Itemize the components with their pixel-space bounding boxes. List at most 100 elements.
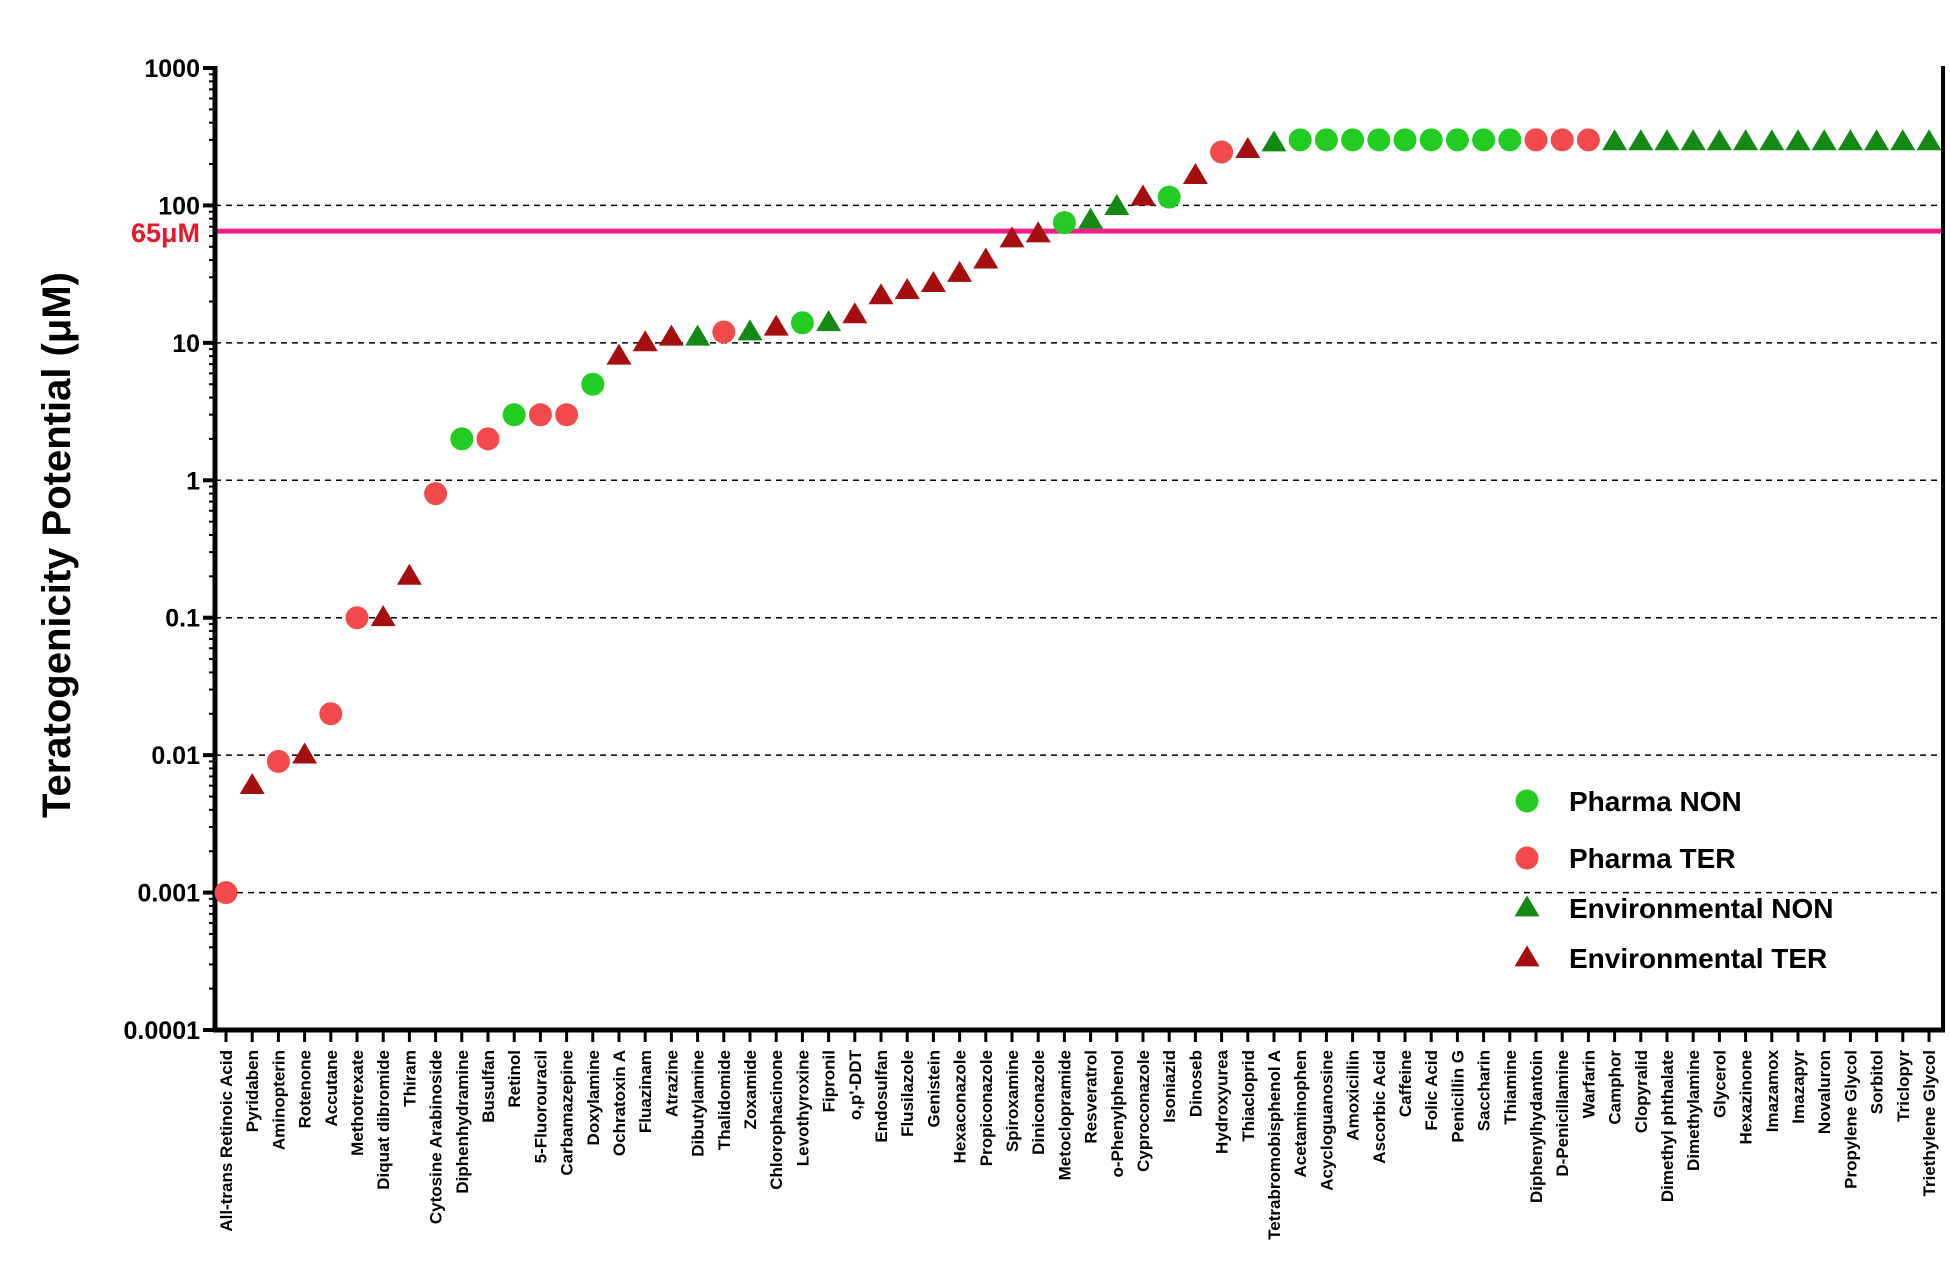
x-category-label: Endosulfan <box>872 1050 891 1143</box>
legend-label: Environmental NON <box>1569 893 1833 924</box>
data-point-circle <box>555 403 579 427</box>
x-category-label: Resveratrol <box>1082 1050 1101 1144</box>
x-category-label: Thiram <box>400 1050 419 1107</box>
data-point-circle <box>1498 128 1522 152</box>
x-category-label: Spiroxamine <box>1003 1050 1022 1152</box>
data-point-triangle <box>1654 129 1680 151</box>
data-point-circle <box>712 320 736 344</box>
x-category-label: Folic Acid <box>1422 1050 1441 1131</box>
x-category-label: Imazapyr <box>1789 1050 1808 1124</box>
x-category-label: o,p'-DDT <box>846 1049 865 1120</box>
x-category-label: 5-Fluorouracil <box>531 1050 550 1163</box>
x-category-label: Chlorophacinone <box>767 1050 786 1190</box>
x-category-label: Sorbitol <box>1868 1050 1887 1114</box>
data-points <box>214 128 1942 905</box>
x-category-label: Thiamine <box>1501 1050 1520 1125</box>
reference-line-label: 65μM <box>131 218 200 248</box>
data-point-circle <box>1550 128 1574 152</box>
x-category-label: Saccharin <box>1475 1050 1494 1131</box>
data-point-triangle <box>1706 129 1732 151</box>
legend-label: Environmental TER <box>1569 943 1827 974</box>
data-point-triangle <box>842 302 868 324</box>
data-point-triangle <box>1235 136 1261 158</box>
y-tick-label: 1000 <box>144 55 200 83</box>
data-point-circle <box>1288 128 1312 152</box>
legend-label: Pharma TER <box>1569 843 1736 874</box>
data-point-triangle <box>999 226 1025 248</box>
y-tick-label: 1 <box>186 467 200 495</box>
x-category-label: Novaluron <box>1815 1050 1834 1134</box>
data-point-circle <box>1314 128 1338 152</box>
data-point-circle <box>528 403 552 427</box>
x-category-label: Triclopyr <box>1894 1050 1913 1122</box>
data-point-triangle <box>947 260 973 282</box>
data-point-triangle <box>1182 162 1208 184</box>
y-tick-label: 10 <box>172 330 200 358</box>
x-category-label: Aminopterin <box>269 1050 288 1150</box>
data-point-circle <box>790 311 814 335</box>
data-point-triangle <box>606 343 632 365</box>
x-category-label: All-trans Retinoic Acid <box>217 1050 236 1232</box>
data-point-triangle <box>239 773 265 795</box>
x-category-label: Glycerol <box>1710 1050 1729 1118</box>
data-point-triangle <box>1025 221 1051 243</box>
data-point-triangle <box>1890 129 1916 151</box>
x-category-label: Retinol <box>505 1050 524 1108</box>
y-tick-label: 0.001 <box>137 880 200 908</box>
x-category-label: Caffeine <box>1396 1050 1415 1117</box>
x-category-label: Clopyralid <box>1632 1050 1651 1133</box>
x-category-label: Atrazine <box>662 1050 681 1117</box>
data-point-triangle <box>658 324 684 346</box>
legend-marker-circle <box>1515 789 1539 813</box>
data-point-triangle <box>1733 129 1759 151</box>
x-category-label: Warfarin <box>1579 1050 1598 1118</box>
data-point-triangle <box>370 605 396 627</box>
x-category-label: Tetrabromobisphenol A <box>1265 1050 1284 1240</box>
y-tick-label: 0.1 <box>165 605 200 633</box>
y-axis-title: Teratogenicity Potential (μM) <box>35 272 79 818</box>
legend: Pharma NON Pharma TER Environmental NON Env… <box>1514 786 1833 974</box>
x-category-label: Methotrexate <box>348 1050 367 1156</box>
x-category-label: Hexazinone <box>1737 1050 1756 1144</box>
y-tick-label: 0.01 <box>151 742 200 770</box>
data-point-triangle <box>816 310 842 332</box>
data-point-triangle <box>1680 129 1706 151</box>
x-category-label: Thalidomide <box>715 1050 734 1150</box>
data-point-circle <box>345 606 369 630</box>
legend-marker-triangle <box>1514 895 1540 917</box>
x-category-label: Doxylamine <box>584 1050 603 1145</box>
data-point-circle <box>424 482 448 506</box>
x-category-label: Diquat dibromide <box>374 1050 393 1190</box>
x-category-label: Flusilazole <box>898 1050 917 1137</box>
x-category-label: Fipronil <box>820 1050 839 1112</box>
x-category-label: Cyproconazole <box>1134 1050 1153 1172</box>
x-category-label: Ascorbic Acid <box>1370 1050 1389 1164</box>
x-category-label: Ochratoxin A <box>610 1050 629 1156</box>
x-category-label: Hexaconazole <box>951 1050 970 1163</box>
x-category-label: Thiacloprid <box>1239 1050 1258 1142</box>
x-category-label: Pyridaben <box>243 1050 262 1132</box>
x-category-label: Isoniazid <box>1160 1050 1179 1123</box>
data-point-circle <box>476 427 500 451</box>
data-point-circle <box>450 427 474 451</box>
data-point-circle <box>1052 211 1076 235</box>
legend-label: Pharma NON <box>1569 786 1742 817</box>
x-category-label: Propiconazole <box>977 1050 996 1166</box>
x-category-label: Imazamox <box>1763 1049 1782 1132</box>
data-point-triangle <box>737 319 763 341</box>
data-point-triangle <box>920 270 946 292</box>
x-category-label: Acetaminophen <box>1291 1050 1310 1178</box>
y-tick-label: 100 <box>158 192 200 220</box>
x-category-label: Propylene Glycol <box>1841 1050 1860 1189</box>
data-point-triangle <box>1785 129 1811 151</box>
x-category-label: Camphor <box>1606 1050 1625 1125</box>
x-category-label: Carbamazepine <box>558 1050 577 1176</box>
data-point-triangle <box>1864 129 1890 151</box>
x-category-label: Fluazinam <box>636 1050 655 1133</box>
data-point-triangle <box>1602 129 1628 151</box>
x-category-label: D-Penicillamine <box>1553 1050 1572 1177</box>
axes <box>212 66 1945 1033</box>
data-point-triangle <box>685 324 711 346</box>
x-category-label: Zoxamide <box>741 1050 760 1129</box>
